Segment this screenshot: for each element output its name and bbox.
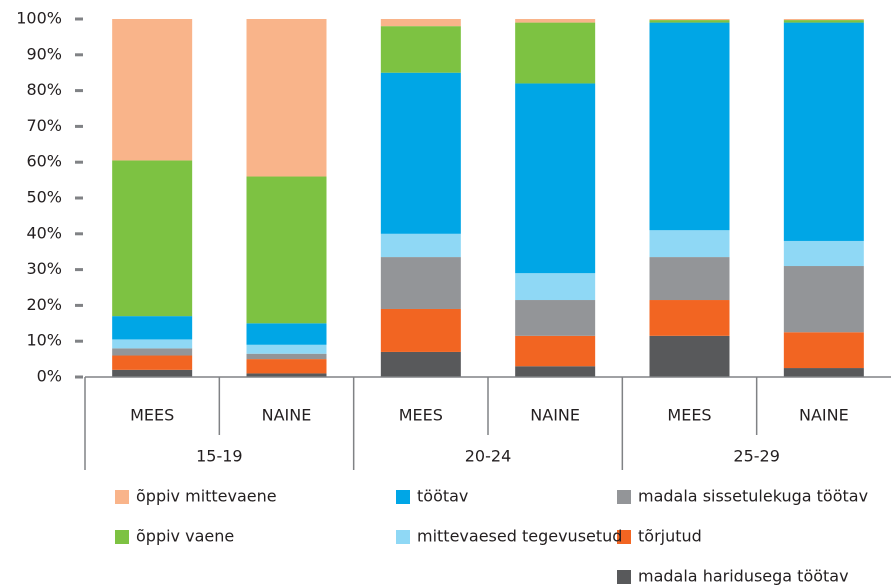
bar-segment — [380, 257, 461, 309]
bar-segment — [246, 353, 327, 360]
y-tick-label: 20% — [26, 295, 62, 314]
bar-segment — [649, 22, 730, 231]
bar-segment — [380, 308, 461, 352]
legend-label: mittevaesed tegevusetud — [417, 527, 622, 546]
y-tick-label: 70% — [26, 116, 62, 135]
legend-label: tõrjutud — [638, 527, 702, 546]
bar-segment — [649, 335, 730, 377]
x-tick-label: NAINE — [799, 406, 849, 425]
y-tick-label: 0% — [37, 367, 62, 386]
bar-segment — [246, 344, 327, 354]
group-label: 20-24 — [465, 447, 512, 466]
bar-segment — [112, 339, 193, 349]
bar-segment — [380, 233, 461, 258]
bar-segment — [515, 366, 596, 377]
x-tick-label: NAINE — [530, 406, 580, 425]
x-tick-label: MEES — [667, 406, 711, 425]
bar-segment — [246, 19, 327, 177]
x-tick-label: NAINE — [262, 406, 312, 425]
legend-label: madala sissetulekuga töötav — [638, 487, 868, 506]
y-tick-label: 100% — [16, 9, 62, 28]
bar-segment — [515, 19, 596, 23]
bar-segment — [515, 22, 596, 84]
bar-segment — [649, 257, 730, 301]
bar-segment — [380, 26, 461, 73]
x-tick-label: MEES — [130, 406, 174, 425]
legend-swatch — [396, 490, 410, 504]
bar-segment — [380, 72, 461, 234]
y-tick-label: 10% — [26, 331, 62, 350]
legend-label: madala haridusega töötav — [638, 567, 849, 585]
y-tick-label: 80% — [26, 80, 62, 99]
bar-segment — [649, 19, 730, 21]
bar-segment — [246, 176, 327, 324]
y-tick-label: 30% — [26, 259, 62, 278]
bar-segment — [649, 20, 730, 23]
bar-segment — [112, 355, 193, 370]
bar-segment — [783, 20, 864, 23]
bar-segment — [380, 351, 461, 377]
bar-segment — [112, 369, 193, 377]
legend-swatch — [617, 530, 631, 544]
group-label: 25-29 — [733, 447, 780, 466]
y-tick-label: 50% — [26, 188, 62, 207]
bar-segment — [112, 348, 193, 356]
bar-segment — [783, 266, 864, 333]
bar-segment — [515, 83, 596, 274]
bar-segment — [649, 230, 730, 258]
y-tick-label: 60% — [26, 152, 62, 171]
bar-segment — [783, 332, 864, 369]
bar-segment — [515, 273, 596, 301]
x-tick-label: MEES — [399, 406, 443, 425]
bar-segment — [783, 240, 864, 267]
legend-label: õppiv mittevaene — [136, 487, 277, 506]
bar-segment — [246, 359, 327, 374]
bar-segment — [515, 335, 596, 367]
bar-segment — [112, 160, 193, 317]
legend-label: töötav — [417, 487, 468, 506]
legend-swatch — [617, 490, 631, 504]
group-label: 15-19 — [196, 447, 243, 466]
bar-segment — [246, 323, 327, 345]
y-tick-label: 40% — [26, 223, 62, 242]
legend-swatch — [617, 570, 631, 584]
bar-segment — [649, 300, 730, 336]
bar-segment — [783, 19, 864, 21]
legend-swatch — [396, 530, 410, 544]
bar-segment — [783, 22, 864, 241]
legend-swatch — [115, 490, 129, 504]
legend-swatch — [115, 530, 129, 544]
bar-segment — [515, 300, 596, 336]
bar-segment — [246, 373, 327, 377]
bar-segment — [783, 368, 864, 377]
legend-label: õppiv vaene — [136, 527, 234, 546]
bar-segment — [112, 19, 193, 161]
bar-segment — [380, 19, 461, 27]
y-tick-label: 90% — [26, 44, 62, 63]
bar-segment — [112, 316, 193, 340]
